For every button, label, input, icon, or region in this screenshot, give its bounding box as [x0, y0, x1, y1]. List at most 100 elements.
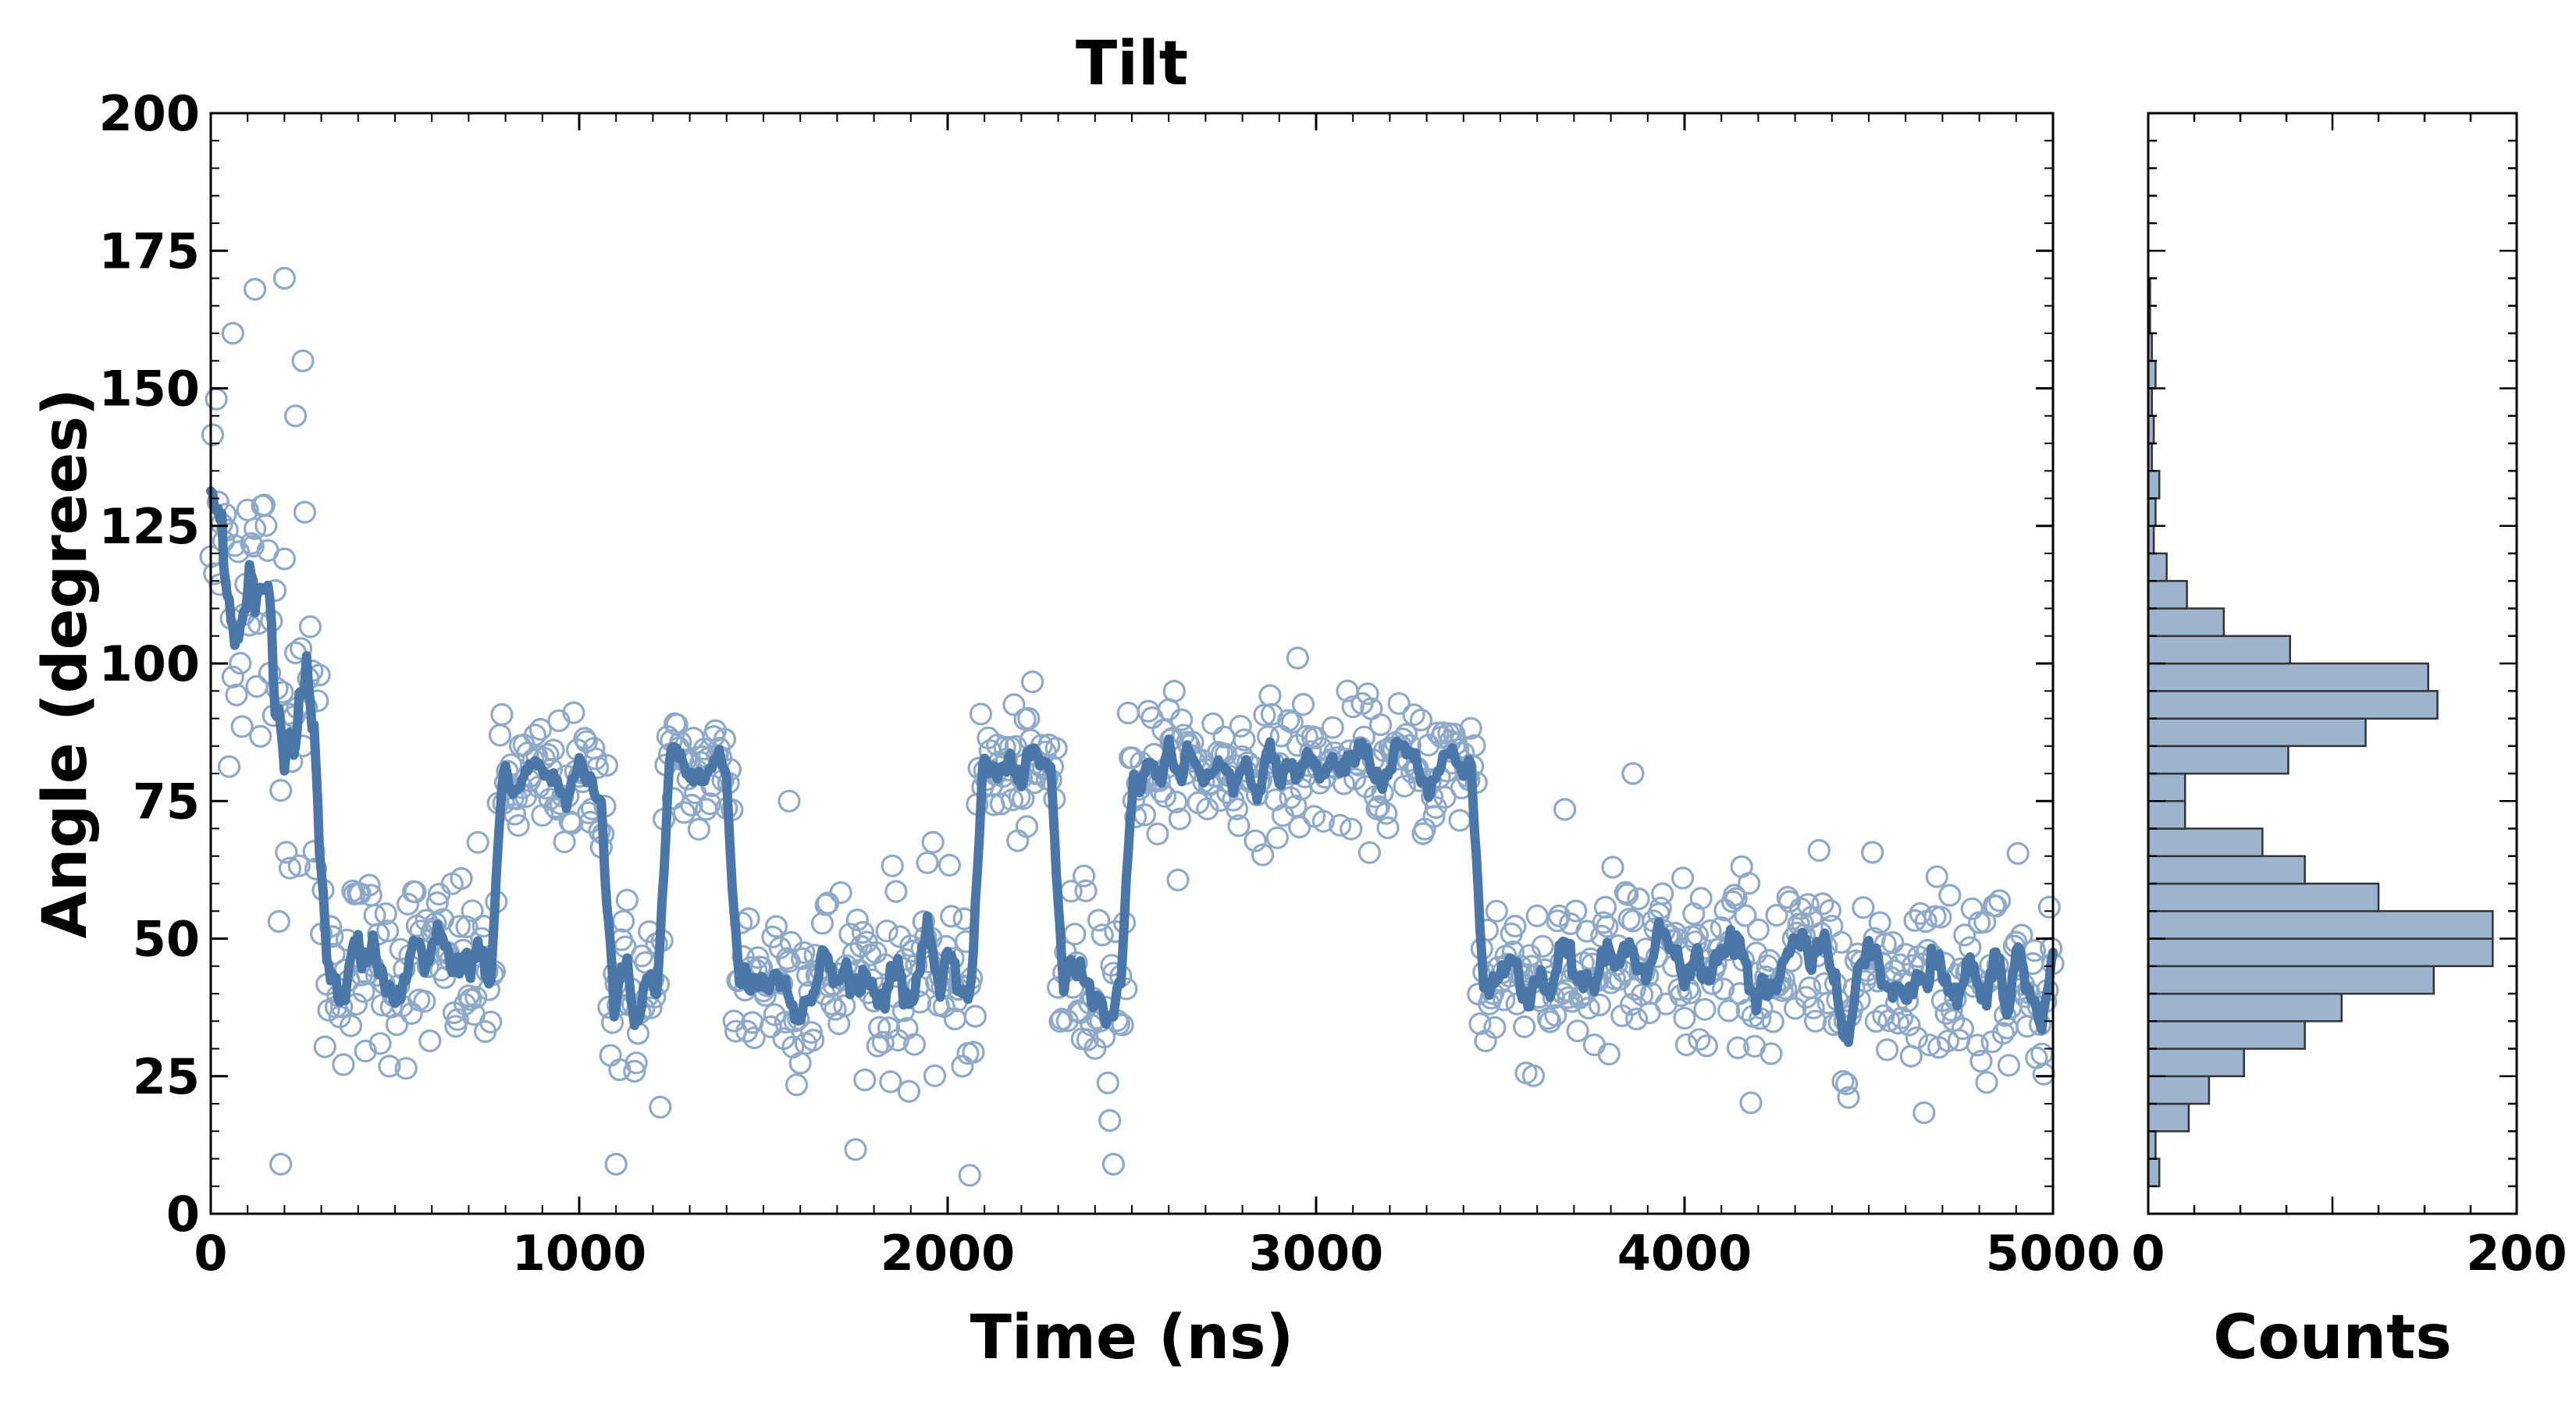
scatter-point — [1796, 893, 1820, 916]
scatter-point — [916, 851, 939, 874]
scatter-point — [1597, 1042, 1621, 1066]
scatter-point — [1098, 1108, 1122, 1133]
scatter-point — [681, 726, 705, 750]
scatter-point — [1153, 784, 1177, 808]
scatter-point — [1830, 930, 1853, 954]
y-tick-label: 100 — [99, 635, 200, 692]
scatter-point — [687, 817, 711, 841]
scatter-point — [447, 915, 471, 938]
scatter-point — [413, 990, 436, 1013]
scatter-point — [1225, 797, 1249, 821]
histogram-bar — [2147, 882, 2380, 912]
scatter-point — [871, 1030, 895, 1055]
scatter-point — [584, 747, 607, 770]
scatter-point — [374, 902, 397, 926]
scatter-point — [1368, 713, 1393, 737]
scatter-point — [230, 715, 254, 738]
scatter-point — [1898, 1013, 1921, 1037]
scatter-point — [1072, 864, 1096, 887]
scatter-point — [759, 1015, 783, 1039]
scatter-point — [1671, 866, 1695, 890]
scatter-point — [1953, 923, 1976, 947]
scatter-point — [1864, 1009, 1888, 1033]
scatter-point — [229, 652, 252, 675]
scatter-point — [1170, 708, 1194, 731]
scatter-point — [1723, 884, 1746, 907]
scatter-point — [1872, 1004, 1895, 1027]
scatter-point — [1818, 898, 1841, 923]
scatter-point — [1929, 905, 1952, 929]
scatter-point — [1146, 822, 1169, 846]
scatter-point — [542, 738, 565, 762]
scatter-point — [1539, 1010, 1562, 1033]
scatter-point — [921, 831, 945, 854]
scatter-point — [221, 665, 244, 688]
histogram-bar — [2147, 717, 2367, 748]
scatter-point — [1951, 1017, 1974, 1040]
scatter-point — [205, 387, 228, 411]
scatter-point — [923, 1064, 947, 1087]
scatter-point — [1724, 887, 1748, 910]
scatter-point — [1802, 996, 1825, 1019]
scatter-point — [1639, 982, 1663, 1005]
x-tick-label: 3000 — [1249, 1225, 1384, 1282]
scatter-point — [1393, 774, 1416, 798]
scatter-point — [1166, 868, 1190, 892]
scatter-point — [884, 880, 908, 903]
scatter-point — [785, 1073, 809, 1097]
histogram-bar — [2147, 910, 2494, 940]
scatter-point — [829, 880, 852, 905]
scatter-point — [358, 873, 381, 897]
histogram-bar — [2147, 607, 2226, 638]
histogram-bar — [2147, 745, 2290, 775]
scatter-point — [1588, 993, 1611, 1017]
scatter-point — [1493, 988, 1516, 1012]
scatter-point — [1485, 899, 1508, 923]
histogram-bar — [2147, 1158, 2161, 1188]
scatter-point — [1426, 721, 1450, 745]
histogram-bar — [2147, 1020, 2306, 1050]
scatter-point — [1091, 923, 1114, 947]
scatter-point — [1513, 1015, 1536, 1039]
scatter-point — [425, 891, 449, 915]
y-tick-label: 125 — [99, 498, 200, 555]
histogram-bar — [2147, 937, 2494, 968]
scatter-point — [1835, 1072, 1859, 1096]
scatter-point — [1422, 805, 1446, 828]
scatter-point — [1712, 977, 1735, 1001]
scatter-point — [536, 742, 560, 767]
scatter-point — [1804, 1009, 1827, 1033]
scatter-point — [218, 755, 241, 778]
scatter-point — [1925, 865, 1948, 888]
scatter-point — [802, 1028, 825, 1052]
scatter-point — [461, 899, 484, 923]
y-tick-label: 175 — [99, 222, 200, 279]
scatter-point — [649, 1095, 672, 1119]
scatter-point — [2030, 1042, 2054, 1065]
scatter-point — [1693, 998, 1717, 1021]
histogram-x-tick-label: 200 — [2466, 1225, 2567, 1282]
scatter-point — [1738, 872, 1761, 895]
scatter-point — [1063, 923, 1087, 946]
x-tick-label: 0 — [194, 1225, 227, 1282]
scatter-point — [1074, 879, 1098, 902]
scatter-point — [1726, 1036, 1749, 1060]
x-tick-label: 5000 — [1986, 1225, 2121, 1282]
scatter-point — [2032, 1062, 2055, 1086]
scatter-point — [249, 724, 272, 748]
scatter-point — [746, 946, 770, 969]
scatter-point — [851, 920, 875, 944]
scatter-point — [841, 941, 866, 966]
scatter-point — [1111, 1013, 1134, 1037]
scatter-point — [1739, 1091, 1763, 1115]
scatter-point — [792, 941, 816, 964]
scatter-point — [2006, 841, 2030, 866]
scatter-point — [595, 753, 619, 777]
histogram-bar — [2147, 580, 2188, 610]
scatter-point — [1988, 889, 2012, 912]
scatter-point — [1002, 693, 1026, 717]
scatter-point — [1765, 903, 1788, 927]
scatter-point — [1995, 1016, 2019, 1040]
scatter-point — [1367, 795, 1390, 819]
scatter-point — [1975, 1071, 1998, 1094]
